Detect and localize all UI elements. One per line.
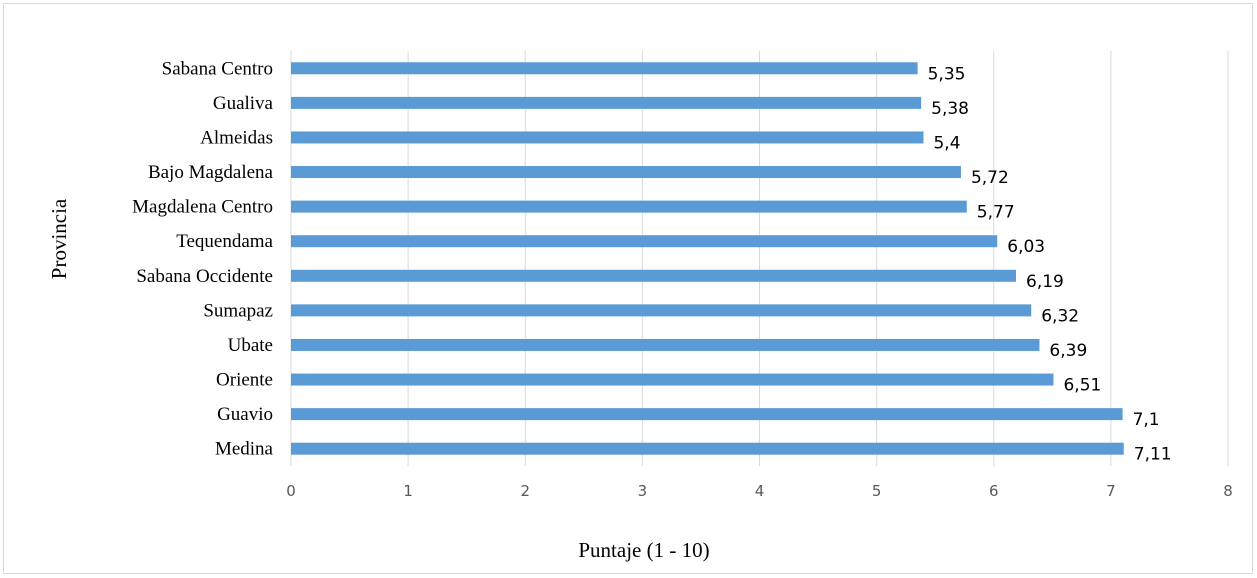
value-label: 6,32 bbox=[1041, 306, 1079, 326]
value-label: 6,39 bbox=[1049, 341, 1087, 361]
category-label: Oriente bbox=[216, 370, 273, 391]
x-tick-0: 0 bbox=[286, 482, 296, 500]
x-tick-1: 1 bbox=[403, 482, 413, 500]
x-tick-labels: 0 1 2 3 4 5 6 7 8 bbox=[286, 482, 1233, 500]
x-tick-3: 3 bbox=[638, 482, 648, 500]
category-label: Gualiva bbox=[213, 93, 274, 114]
value-label: 7,11 bbox=[1134, 445, 1172, 465]
category-label: Bajo Magdalena bbox=[148, 162, 274, 183]
category-labels: Sabana Centro Gualiva Almeidas Bajo Magdale… bbox=[132, 58, 273, 459]
value-label: 5,38 bbox=[931, 99, 969, 119]
value-label: 6,19 bbox=[1026, 272, 1064, 292]
x-tick-7: 7 bbox=[1106, 482, 1116, 500]
value-label: 5,4 bbox=[933, 133, 960, 153]
category-label: Medina bbox=[215, 439, 274, 460]
gridlines bbox=[290, 51, 1229, 466]
category-label: Sabana Centro bbox=[162, 58, 273, 79]
x-tick-5: 5 bbox=[872, 482, 882, 500]
bar-bajo-magdalena bbox=[291, 166, 961, 179]
category-label: Sumapaz bbox=[203, 300, 273, 321]
value-label: 6,03 bbox=[1007, 237, 1045, 257]
bar-sumapaz bbox=[291, 304, 1032, 317]
bar-almeidas bbox=[291, 131, 924, 144]
value-labels: 5,35 5,38 5,4 5,72 5,77 6,03 6,19 6,32 6,39 6,51 7… bbox=[928, 64, 1172, 464]
value-label: 6,51 bbox=[1063, 376, 1101, 396]
category-label: Ubate bbox=[228, 335, 273, 356]
bar-medina bbox=[291, 442, 1124, 455]
chart-frame: Sabana Centro Gualiva Almeidas Bajo Magdale… bbox=[3, 3, 1253, 574]
bar-ubate bbox=[291, 338, 1040, 351]
category-label: Tequendama bbox=[176, 231, 273, 252]
bar-oriente bbox=[291, 373, 1054, 386]
y-axis-title: Provincia bbox=[47, 198, 71, 279]
x-axis-title: Puntaje (1 - 10) bbox=[578, 538, 709, 562]
value-label: 5,77 bbox=[977, 203, 1015, 223]
bar-chart: Sabana Centro Gualiva Almeidas Bajo Magdale… bbox=[47, 51, 1233, 562]
category-label: Guavio bbox=[217, 404, 273, 425]
bar-gualiva bbox=[291, 96, 922, 109]
category-label: Almeidas bbox=[200, 127, 273, 148]
bar-sabana-centro bbox=[291, 62, 918, 75]
x-tick-4: 4 bbox=[755, 482, 765, 500]
x-tick-2: 2 bbox=[520, 482, 530, 500]
category-label: Magdalena Centro bbox=[132, 197, 273, 218]
value-label: 5,72 bbox=[971, 168, 1009, 188]
bars bbox=[291, 62, 1124, 455]
bar-magdalena-centro bbox=[291, 200, 967, 213]
category-label: Sabana Occidente bbox=[136, 266, 273, 287]
bar-sabana-occidente bbox=[291, 269, 1017, 282]
x-tick-8: 8 bbox=[1223, 482, 1233, 500]
bar-guavio bbox=[291, 408, 1123, 421]
x-tick-6: 6 bbox=[989, 482, 999, 500]
value-label: 7,1 bbox=[1133, 410, 1160, 430]
bar-tequendama bbox=[291, 235, 998, 248]
value-label: 5,35 bbox=[928, 64, 966, 84]
